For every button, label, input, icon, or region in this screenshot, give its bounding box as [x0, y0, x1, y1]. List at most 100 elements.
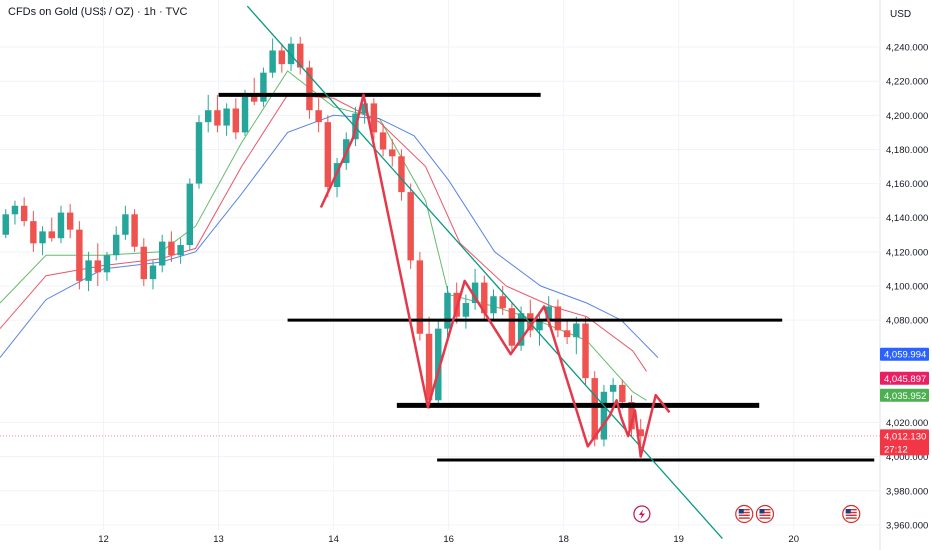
x-tick-label-6: 20: [788, 534, 799, 545]
candle-body-66: [609, 384, 617, 392]
y-tick-label-3: 4,180.000: [886, 145, 928, 156]
candle-body-41: [379, 132, 387, 150]
zigzag-line: [319, 93, 671, 458]
flag-stripe: [738, 517, 750, 519]
candle-body-28: [260, 72, 267, 102]
flag-stripe: [845, 511, 857, 514]
candle-body-35: [324, 122, 332, 187]
candle-body-65: [600, 391, 608, 440]
flag-stripe: [738, 509, 750, 511]
candle-body-27: [251, 94, 258, 102]
candle-body-7: [66, 212, 74, 230]
x-tick-label-4: 18: [558, 534, 569, 545]
candle-body-42: [389, 149, 396, 157]
candle-body-1: [11, 205, 19, 215]
price-tag-label-2: 4,035.952: [884, 391, 926, 402]
candle-body-13: [122, 214, 129, 235]
candle-body-54: [499, 296, 506, 309]
ma-line-fast: [0, 70, 647, 401]
ma-line-mid: [0, 94, 647, 372]
price-tag-label-3: 4,012.130: [884, 431, 926, 442]
candle-body-56: [517, 313, 525, 346]
event-icons[interactable]: [633, 504, 861, 524]
candle-body-30: [278, 50, 286, 65]
candle-body-46: [425, 333, 433, 401]
candle-body-24: [223, 108, 230, 126]
flag-ring: [755, 504, 775, 524]
candle-body-44: [407, 192, 414, 261]
time-axis[interactable]: 12 13 14 16 18 19 20: [98, 534, 799, 545]
price-tag-countdown-3: 27:12: [884, 444, 908, 455]
candle-body-8: [76, 229, 83, 281]
y-tick-label-2: 4,200.000: [886, 111, 928, 122]
us-flag-icon[interactable]: [842, 504, 861, 524]
candle-body-25: [232, 108, 240, 133]
x-tick-label-3: 16: [443, 534, 454, 545]
flag-stripe: [759, 514, 771, 516]
grid: [0, 0, 880, 530]
price-tag-bg-3: [880, 429, 929, 456]
candle-body-39: [361, 103, 368, 114]
y-tick-label-8: 4,080.000: [886, 316, 928, 327]
price-tag-bg-0: [880, 347, 929, 361]
price-tag-label-0: 4,059.994: [884, 350, 926, 361]
candle-body-16: [149, 265, 157, 280]
flag-stripe: [759, 509, 771, 511]
y-tick-label-0: 4,240.000: [886, 43, 928, 54]
candle-body-43: [398, 156, 405, 193]
x-tick-label-1: 13: [213, 534, 224, 545]
candle-body-14: [131, 214, 138, 247]
candle-body-22: [204, 110, 212, 123]
lightning-icon-bolt: [638, 509, 645, 520]
lightning-icon[interactable]: [633, 505, 651, 523]
flag-canton: [845, 509, 851, 514]
y-tick-label-11: 3,980.000: [886, 486, 928, 497]
candle-body-62: [573, 323, 580, 338]
flag-stripe: [759, 517, 771, 519]
candle-body-45: [416, 260, 424, 334]
flag-canton: [738, 509, 744, 514]
candle-body-26: [241, 94, 249, 133]
moving-averages: [0, 70, 659, 401]
flag-stripe: [845, 509, 857, 511]
flag-stripe: [845, 517, 857, 519]
flag-stripe: [738, 511, 750, 514]
candle-body-20: [186, 183, 194, 246]
chart-title: CFDs on Gold (US$ / OZ) · 1h · TVC: [8, 6, 188, 18]
candle-body-23: [214, 110, 221, 126]
zigzag-path[interactable]: [319, 93, 671, 458]
flag-ring: [735, 504, 754, 524]
y-tick-label-9: 4,020.000: [886, 418, 928, 429]
us-flag-icon[interactable]: [755, 504, 775, 524]
us-flag-icon[interactable]: [735, 504, 754, 524]
candle-body-18: [168, 241, 175, 256]
price-tag-bg-1: [880, 371, 929, 385]
x-tick-label-0: 12: [98, 534, 109, 545]
candle-body-17: [158, 241, 166, 266]
candle-body-55: [508, 308, 516, 346]
candle-body-53: [490, 296, 497, 314]
y-tick-label-6: 4,120.000: [886, 247, 928, 258]
candle-body-40: [370, 103, 378, 133]
candle-body-4: [39, 231, 46, 244]
candle-body-63: [582, 323, 589, 379]
candle-body-68: [628, 402, 635, 430]
y-tick-label-4: 4,160.000: [886, 179, 928, 190]
candle-body-47: [435, 328, 442, 401]
candle-body-58: [536, 320, 543, 331]
y-tick-label-1: 4,220.000: [886, 77, 928, 88]
candle-body-33: [306, 67, 313, 111]
x-tick-label-5: 19: [673, 534, 684, 545]
currency-label[interactable]: USD: [890, 9, 912, 20]
flag-canton: [759, 509, 765, 514]
price-axis[interactable]: 4,240.000 4,220.000 4,200.000 4,180.000 4,16…: [886, 43, 928, 532]
candle-body-2: [20, 205, 28, 222]
y-tick-label-7: 4,100.000: [886, 281, 928, 292]
candle-body-57: [527, 313, 534, 331]
flag-stripe: [845, 514, 857, 516]
price-tag-bg-2: [880, 388, 929, 402]
candle-body-48: [444, 292, 451, 329]
flag-stripe: [738, 514, 750, 516]
candle-body-3: [30, 221, 37, 244]
